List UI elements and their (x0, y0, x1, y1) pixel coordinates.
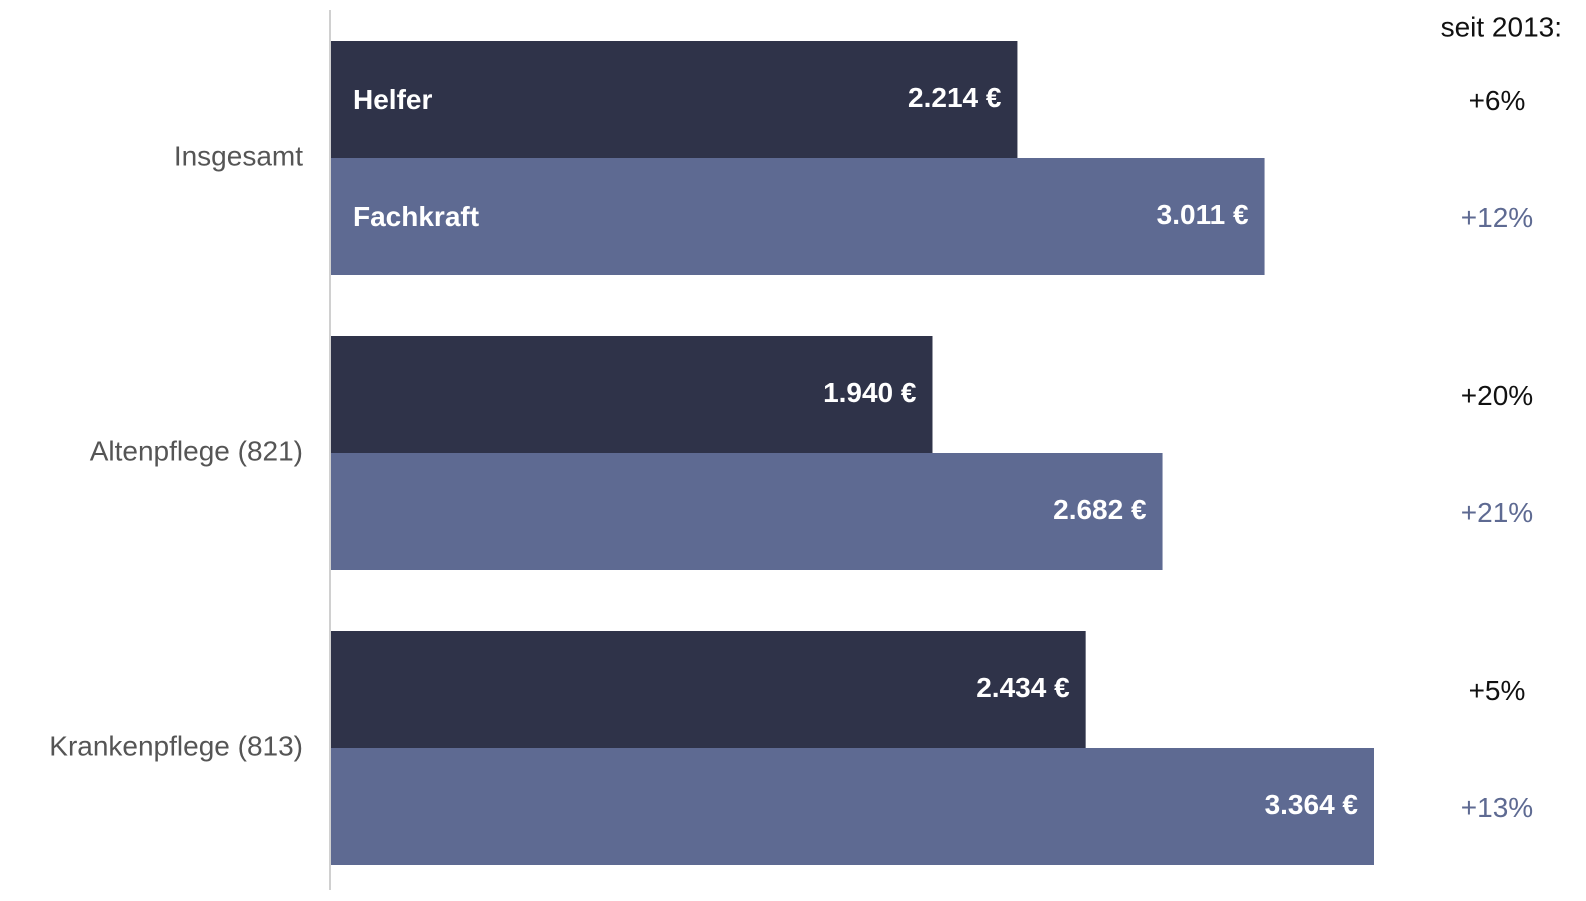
change-label: +13% (1461, 792, 1533, 823)
category-label: Insgesamt (174, 140, 303, 171)
bar (331, 631, 1086, 748)
bar (331, 41, 1018, 158)
bar (331, 336, 933, 453)
bar (331, 748, 1374, 865)
change-label: +6% (1469, 85, 1526, 116)
change-label: +12% (1461, 202, 1533, 233)
value-label: 3.364 € (1265, 789, 1359, 820)
change-title: seit 2013: (1441, 11, 1562, 42)
change-label: +21% (1461, 497, 1533, 528)
series-label: Helfer (353, 84, 432, 115)
change-label: +5% (1469, 675, 1526, 706)
value-label: 2.214 € (908, 82, 1002, 113)
category-label: Krankenpflege (813) (49, 730, 303, 761)
value-label: 2.434 € (976, 672, 1070, 703)
value-label: 2.682 € (1053, 494, 1147, 525)
series-label: Fachkraft (353, 201, 479, 232)
change-label: +20% (1461, 380, 1533, 411)
value-label: 1.940 € (823, 377, 917, 408)
bar (331, 158, 1265, 275)
value-label: 3.011 € (1157, 199, 1249, 230)
bar (331, 453, 1163, 570)
category-label: Altenpflege (821) (90, 435, 303, 466)
